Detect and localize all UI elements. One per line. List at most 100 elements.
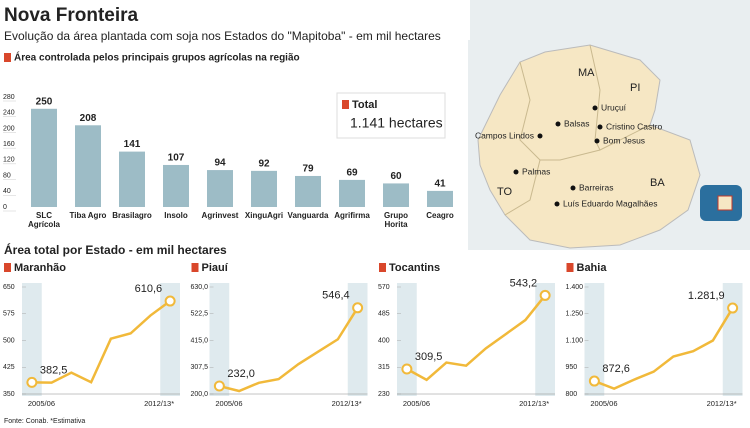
x-tick-label: Agrifirma (334, 211, 370, 220)
y-tick-label: 522,5 (191, 311, 209, 318)
state-label: TO (497, 186, 513, 198)
city-label: Barreiras (579, 182, 613, 192)
y-tick-label: 40 (3, 188, 11, 195)
line (406, 294, 547, 382)
city-label: Campos Lindos (475, 130, 534, 140)
point (727, 302, 739, 314)
y-tick-label: 630,0 (191, 284, 209, 291)
point (588, 375, 600, 387)
state-label: MA (578, 67, 595, 79)
bar (75, 125, 101, 207)
shaded-column (397, 283, 417, 396)
city-label: Luís Eduardo Magalhães (563, 198, 658, 208)
point (401, 363, 413, 375)
shaded-column (722, 283, 743, 396)
x-tick-label: Ceagro (426, 211, 454, 220)
x-tick-label: Vanguarda (287, 211, 329, 220)
y-tick-label: 400 (378, 337, 390, 344)
x-tick-label: Grupo Horita (384, 211, 408, 229)
title: Nova Fronteira (4, 5, 139, 26)
city-label: Uruçuí (601, 102, 627, 112)
y-tick-label: 650 (3, 284, 15, 291)
bar (295, 175, 321, 207)
value-label: 208 (80, 113, 97, 124)
x-tick-label: 2005/06 (403, 399, 430, 408)
shaded-column (22, 283, 42, 396)
y-tick-label: 120 (3, 157, 15, 164)
section-marker (566, 263, 574, 272)
y-tick-label: 500 (3, 337, 15, 344)
x-tick-label: 2012/13* (519, 399, 549, 408)
shaded-column (209, 283, 230, 396)
point (164, 295, 176, 307)
point (539, 289, 551, 301)
x-tick-label: 2005/06 (590, 399, 617, 408)
y-tick-label: 950 (566, 364, 578, 371)
value-label: 79 (302, 164, 314, 175)
shaded-column (535, 283, 555, 396)
x-tick-label: 2005/06 (28, 399, 55, 408)
value-label: 232,0 (227, 368, 255, 380)
y-tick-label: 425 (3, 364, 15, 371)
y-tick-label: 240 (3, 110, 15, 117)
y-tick-label: 0 (3, 204, 7, 211)
bar (207, 170, 233, 207)
value-label: 141 (124, 139, 141, 150)
bar (427, 190, 453, 207)
section-marker (191, 263, 199, 272)
header-bg (0, 0, 470, 40)
bar (383, 183, 409, 207)
state-label: PI (630, 82, 640, 94)
value-label: 60 (390, 171, 402, 182)
city-dot (594, 138, 600, 144)
chart-title: Tocantins (389, 262, 440, 274)
bar (119, 151, 145, 207)
value-label: 309,5 (415, 351, 443, 363)
city-dot (513, 169, 519, 175)
x-tick-label: SLC Agrícola (27, 211, 60, 229)
section-marker (4, 263, 11, 272)
y-tick-label: 485 (378, 311, 390, 318)
y-tick-label: 575 (3, 311, 15, 318)
line (31, 300, 171, 384)
city-dot (570, 185, 576, 191)
footer: Fonte: Conab. *Estimativa (4, 418, 85, 425)
y-tick-label: 1.250 (566, 311, 584, 318)
chart-title: Maranhão (14, 262, 66, 274)
value-label: 382,5 (40, 364, 68, 376)
city-label: Palmas (522, 166, 550, 176)
bar (339, 179, 365, 207)
map-region (477, 44, 701, 249)
value-label: 872,6 (602, 363, 630, 375)
state-border (589, 44, 601, 151)
chart-title: Piauí (202, 262, 229, 274)
value-label: 107 (168, 153, 185, 164)
value-label: 92 (258, 158, 270, 169)
shaded-column (160, 283, 180, 396)
y-tick-label: 160 (3, 141, 15, 148)
y-tick-label: 200 (3, 125, 15, 132)
y-tick-label: 800 (566, 391, 578, 398)
bar (251, 170, 277, 207)
value-label: 543,2 (510, 277, 538, 289)
x-tick-label: Brasilagro (112, 211, 152, 220)
y-tick-label: 200,0 (191, 391, 209, 398)
y-tick-label: 1.100 (566, 337, 584, 344)
x-tick-label: 2012/13* (144, 399, 174, 408)
city-dot (554, 201, 560, 207)
city-label: Bom Jesus (603, 135, 645, 145)
y-tick-label: 280 (3, 94, 15, 101)
section-marker (379, 263, 386, 272)
y-tick-label: 570 (378, 284, 390, 291)
y-tick-label: 307,5 (191, 364, 209, 371)
subtitle: Evolução da área plantada com soja nos E… (4, 29, 441, 43)
shaded-column (584, 283, 605, 396)
total-value: 1.141 hectares (350, 115, 443, 131)
y-tick-label: 315 (378, 364, 390, 371)
point (213, 380, 225, 392)
city-dot (592, 105, 598, 111)
value-label: 610,6 (135, 283, 163, 295)
line (219, 307, 359, 393)
city-dot (537, 133, 543, 139)
